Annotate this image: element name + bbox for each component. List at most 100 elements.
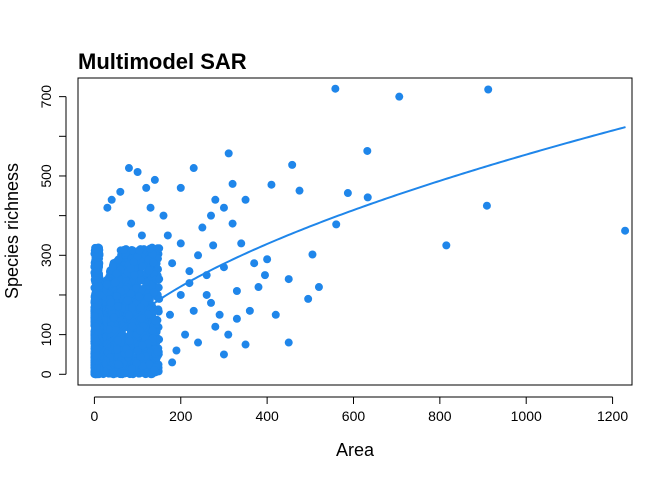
data-point bbox=[124, 164, 133, 173]
data-point bbox=[206, 211, 215, 220]
data-point bbox=[116, 187, 125, 196]
data-point bbox=[149, 258, 158, 267]
data-point bbox=[484, 85, 493, 94]
data-point bbox=[482, 201, 491, 210]
data-point bbox=[165, 310, 174, 319]
data-point bbox=[109, 369, 118, 378]
data-point bbox=[148, 334, 157, 343]
data-point bbox=[94, 260, 103, 269]
data-point bbox=[146, 203, 155, 212]
data-point bbox=[237, 239, 246, 248]
data-point bbox=[442, 241, 451, 250]
data-point bbox=[127, 219, 136, 228]
data-point bbox=[206, 298, 215, 307]
y-tick-label: 300 bbox=[38, 243, 54, 267]
data-point bbox=[245, 306, 254, 315]
data-point bbox=[136, 303, 145, 312]
data-point bbox=[110, 313, 119, 322]
data-point bbox=[232, 286, 241, 295]
data-point bbox=[250, 259, 259, 268]
data-point bbox=[92, 337, 101, 346]
data-point bbox=[103, 203, 112, 212]
data-point bbox=[168, 259, 177, 268]
data-point bbox=[92, 322, 101, 331]
data-point bbox=[308, 250, 317, 259]
data-point bbox=[194, 251, 203, 260]
data-point bbox=[232, 314, 241, 323]
data-point bbox=[332, 220, 341, 229]
data-point bbox=[271, 310, 280, 319]
data-point bbox=[153, 347, 162, 356]
data-point bbox=[151, 316, 160, 325]
data-point bbox=[228, 179, 237, 188]
data-point bbox=[114, 302, 123, 311]
data-point bbox=[241, 195, 250, 204]
data-point bbox=[94, 282, 103, 291]
data-point bbox=[172, 346, 181, 355]
data-point bbox=[224, 330, 233, 339]
data-point bbox=[136, 352, 145, 361]
data-point bbox=[189, 164, 198, 173]
data-point bbox=[395, 92, 404, 101]
data-point bbox=[284, 338, 293, 347]
x-tick-label: 1200 bbox=[597, 408, 628, 424]
data-point bbox=[132, 359, 141, 368]
x-tick-label: 0 bbox=[91, 408, 99, 424]
data-point bbox=[145, 266, 154, 275]
data-point bbox=[215, 310, 224, 319]
data-point bbox=[107, 195, 116, 204]
data-point bbox=[125, 311, 134, 320]
data-point bbox=[114, 255, 123, 264]
data-point bbox=[120, 369, 129, 378]
data-point bbox=[113, 336, 122, 345]
data-point bbox=[198, 223, 207, 232]
data-point bbox=[137, 231, 146, 240]
data-point bbox=[363, 146, 372, 155]
data-point bbox=[314, 283, 323, 292]
data-point bbox=[155, 275, 164, 284]
data-point bbox=[138, 262, 147, 271]
data-point bbox=[112, 292, 121, 301]
data-point bbox=[102, 280, 111, 289]
data-point bbox=[228, 219, 237, 228]
data-point bbox=[133, 168, 142, 177]
data-point bbox=[176, 183, 185, 192]
chart-title: Multimodel SAR bbox=[78, 49, 247, 74]
data-point bbox=[128, 322, 137, 331]
data-point bbox=[168, 358, 177, 367]
data-point bbox=[331, 84, 340, 93]
data-point bbox=[260, 271, 269, 280]
data-point bbox=[224, 149, 233, 158]
data-point bbox=[135, 246, 144, 255]
x-tick-label: 400 bbox=[255, 408, 279, 424]
data-point bbox=[126, 289, 135, 298]
data-point bbox=[146, 244, 155, 253]
data-point bbox=[189, 306, 198, 315]
data-point bbox=[155, 335, 164, 344]
data-point bbox=[181, 330, 190, 339]
data-point bbox=[211, 322, 220, 331]
data-point bbox=[133, 346, 142, 355]
fit-curve-line bbox=[93, 126, 626, 375]
data-point bbox=[112, 269, 121, 278]
plot-frame bbox=[77, 77, 633, 386]
data-point bbox=[91, 295, 100, 304]
data-point bbox=[92, 245, 101, 254]
data-point bbox=[137, 276, 146, 285]
data-point bbox=[148, 326, 157, 335]
data-point bbox=[129, 257, 138, 266]
data-point bbox=[219, 350, 228, 359]
data-point bbox=[133, 252, 142, 261]
data-point bbox=[143, 293, 152, 302]
data-point bbox=[211, 195, 220, 204]
data-point bbox=[267, 180, 276, 189]
data-point bbox=[111, 278, 120, 287]
data-point bbox=[202, 290, 211, 299]
data-point bbox=[137, 314, 146, 323]
data-point bbox=[92, 266, 101, 275]
data-point bbox=[159, 211, 168, 220]
data-point bbox=[343, 189, 352, 198]
data-point bbox=[150, 175, 159, 184]
y-tick-label: 100 bbox=[38, 323, 54, 347]
